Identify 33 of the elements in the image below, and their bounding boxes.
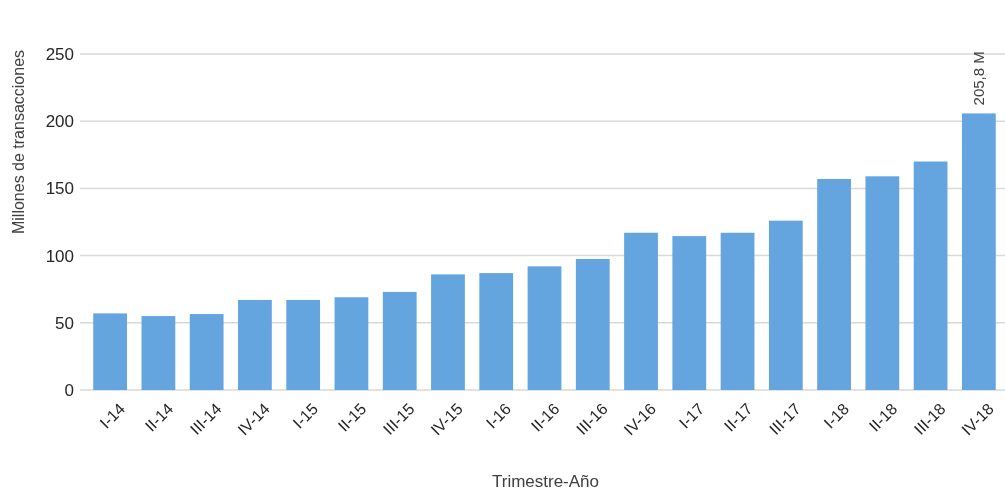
bar <box>382 291 417 390</box>
x-tick-label: I-18 <box>820 399 853 432</box>
bar <box>720 232 755 390</box>
bar <box>624 232 658 390</box>
x-axis-title: Trimestre-Año <box>491 472 600 490</box>
bar <box>189 314 224 390</box>
bar <box>768 220 803 390</box>
bar <box>479 273 514 390</box>
x-tick-label: I-16 <box>482 399 515 432</box>
y-tick-label: 0 <box>64 381 74 400</box>
y-tick-label: 250 <box>45 45 74 64</box>
x-tick-label: I-14 <box>96 399 129 432</box>
y-axis-title: Millones de transacciones <box>10 49 27 235</box>
bar <box>238 299 272 390</box>
bar <box>141 316 176 390</box>
y-tick-label: 100 <box>45 246 74 266</box>
bar <box>575 258 610 390</box>
data-label: 205,8 M <box>969 51 987 106</box>
bar <box>93 313 128 390</box>
bar <box>865 176 900 390</box>
bar <box>672 236 707 390</box>
bar <box>961 113 996 390</box>
y-tick-label: 200 <box>45 112 74 132</box>
bar <box>913 161 948 390</box>
bar <box>286 299 321 390</box>
y-tick-label: 50 <box>55 313 74 333</box>
bar <box>431 274 465 390</box>
y-tick-label: 150 <box>45 179 74 199</box>
bar <box>334 297 369 390</box>
x-tick-label: I-15 <box>289 399 322 432</box>
x-tick-label: I-17 <box>675 399 708 432</box>
bar <box>817 178 851 390</box>
bar <box>527 266 562 390</box>
